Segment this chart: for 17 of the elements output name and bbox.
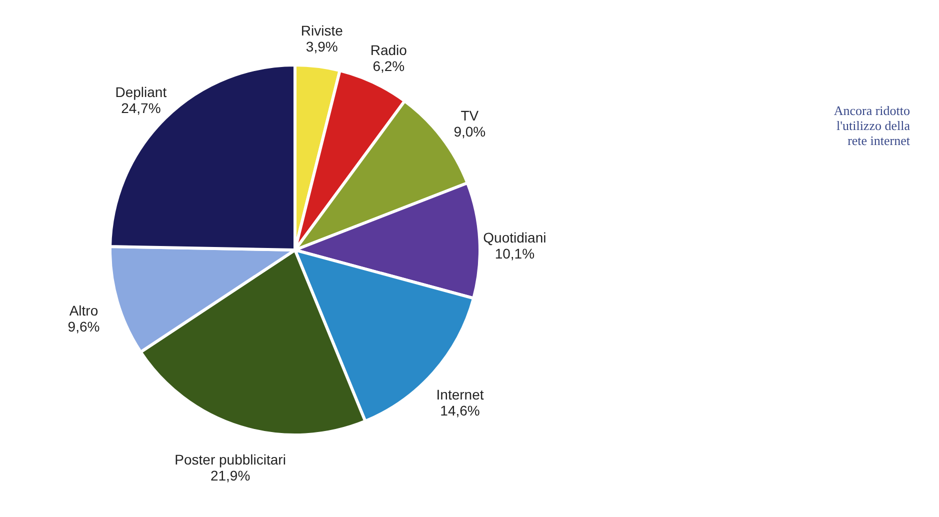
data-label: 24,7% [121, 100, 161, 116]
text: Ancora ridotto l'utilizzo della rete internet [834, 103, 910, 148]
data-label: 10,1% [494, 245, 535, 262]
slice-label: Riviste [300, 22, 344, 39]
data-label: 9,6% [68, 318, 100, 334]
slice-label: Poster pubblicitari [174, 451, 286, 468]
slice-label: Quotidiani [483, 229, 546, 246]
slice-label: Altro [69, 302, 98, 318]
slice-label: Radio [370, 42, 408, 58]
slice-label: Depliant [115, 84, 167, 100]
data-label: 14,6% [440, 402, 480, 418]
slice-label: Internet [436, 386, 484, 402]
data-label: 6,2% [372, 58, 405, 74]
slice-label: TV [460, 107, 480, 124]
data-label: 21,9% [210, 467, 250, 484]
data-label: 9,0% [454, 123, 486, 140]
data-label: 3,9% [306, 38, 338, 55]
